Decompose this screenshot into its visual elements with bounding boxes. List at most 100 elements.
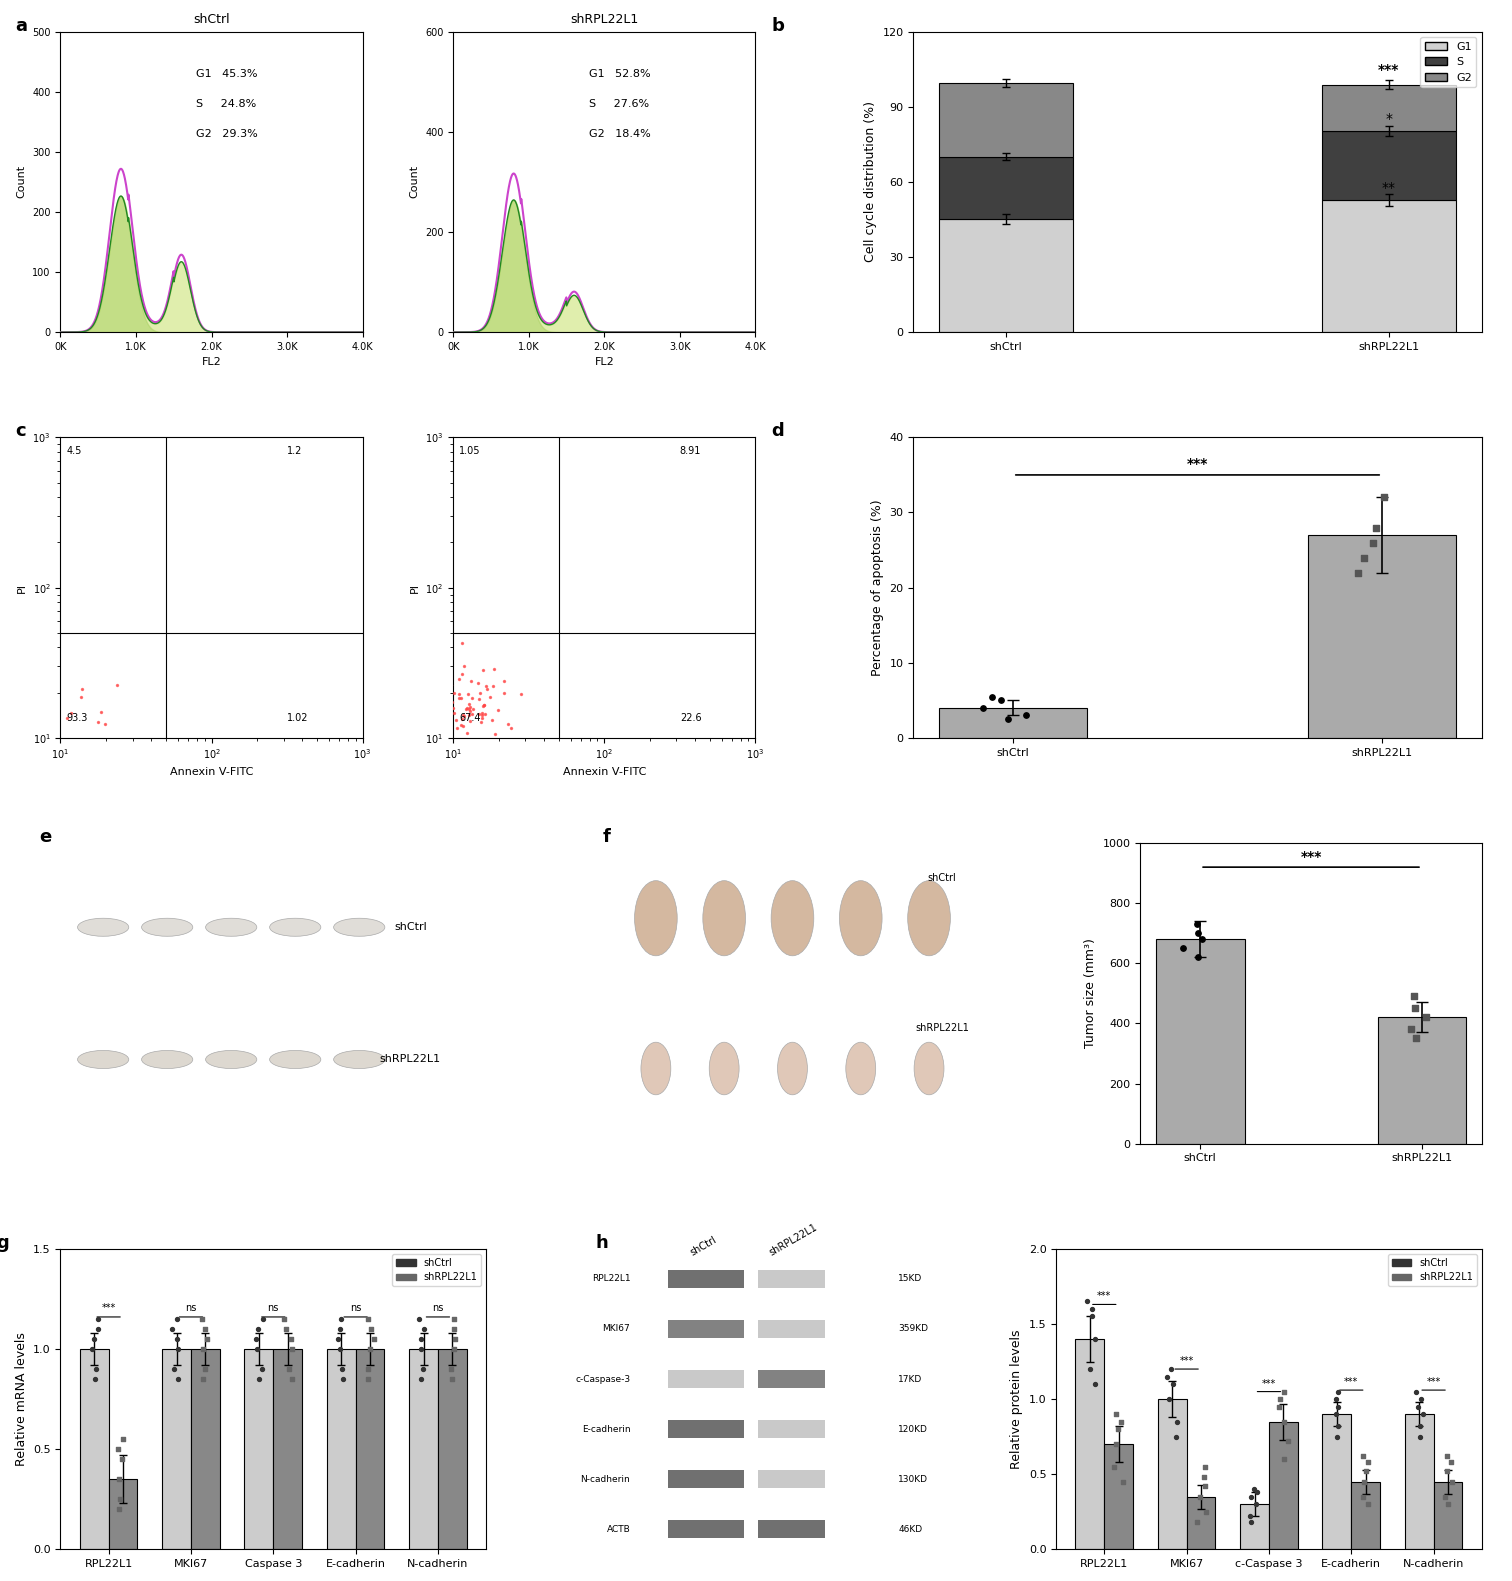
Point [14,770,38,795]
Point [454,794,478,819]
Bar [939,708,1087,738]
Text: ***: *** [1426,1377,1441,1387]
Point [328,1336,352,1361]
Bar [1158,1399,1187,1549]
Point [17,790,41,816]
Point [398,794,422,819]
Point [411,778,435,803]
Point [8,748,32,773]
Point [0,790,5,816]
Bar [758,1420,826,1439]
Point [500,802,525,827]
Point [0,800,5,825]
Point [404,795,428,821]
Point [33,805,57,830]
Point [39,808,64,833]
Point [392,778,416,803]
Point [0,813,17,838]
Point [478,803,502,828]
Point [372,809,396,835]
Point [393,778,417,803]
Point [0,781,11,806]
Point [0,792,9,817]
Point [361,1326,386,1352]
Point [0,762,9,787]
Point [0,770,20,795]
Point [2,779,26,805]
Point [0,779,20,805]
Point [2,737,26,762]
Point [0,778,24,803]
Point [414,794,438,819]
Point [410,764,434,789]
Point [411,1356,435,1382]
Point [2,781,26,806]
Point [50,762,74,787]
Point [11,757,35,783]
Point [11,773,35,798]
Point [380,764,404,789]
Text: 120KD: 120KD [898,1424,928,1434]
Point [484,792,508,817]
Point [375,824,399,849]
Point [352,760,376,786]
Point [354,794,378,819]
Point [395,770,419,795]
Bar [668,1270,744,1289]
Point [470,658,494,683]
Point [387,772,411,797]
Point [481,773,505,798]
Text: *: * [1385,112,1393,126]
Point [0,772,18,797]
Point [396,800,420,825]
Point [0,738,14,764]
Point [475,806,499,832]
Point [340,795,364,821]
Point [3,805,27,830]
Point [408,767,432,792]
Text: shRPL22L1: shRPL22L1 [767,1222,818,1258]
Point [381,789,405,814]
Point [372,814,396,840]
Point [463,783,487,808]
Point [484,802,508,827]
Point [17,768,41,794]
Point [0,786,8,811]
Point [387,805,411,830]
Point [38,770,62,795]
Point [383,776,407,802]
Point [369,699,393,724]
Point [0,779,14,805]
Point [328,1306,352,1331]
Point [360,751,384,776]
Point [476,792,500,817]
Point [104,672,129,697]
Point [408,775,432,800]
Point [12,749,36,775]
Point [467,702,491,727]
Point [32,787,56,813]
Point [386,797,410,822]
Point [18,767,42,792]
Point [434,730,458,756]
Point [373,814,398,840]
Point [435,790,460,816]
Point [413,779,437,805]
Point [5,749,29,775]
Point [17,773,41,798]
Point [358,781,383,806]
Point [0,773,3,798]
Point [17,787,41,813]
Point [376,719,401,745]
Point [389,787,413,813]
Point [393,759,417,784]
Point [402,754,426,779]
Point [384,779,408,805]
Point [1326,1394,1350,1420]
Point [370,808,395,833]
Ellipse shape [839,881,881,957]
Point [375,749,399,775]
Text: shRPL22L1: shRPL22L1 [380,1055,442,1064]
Point [0,748,21,773]
Point [417,808,442,833]
